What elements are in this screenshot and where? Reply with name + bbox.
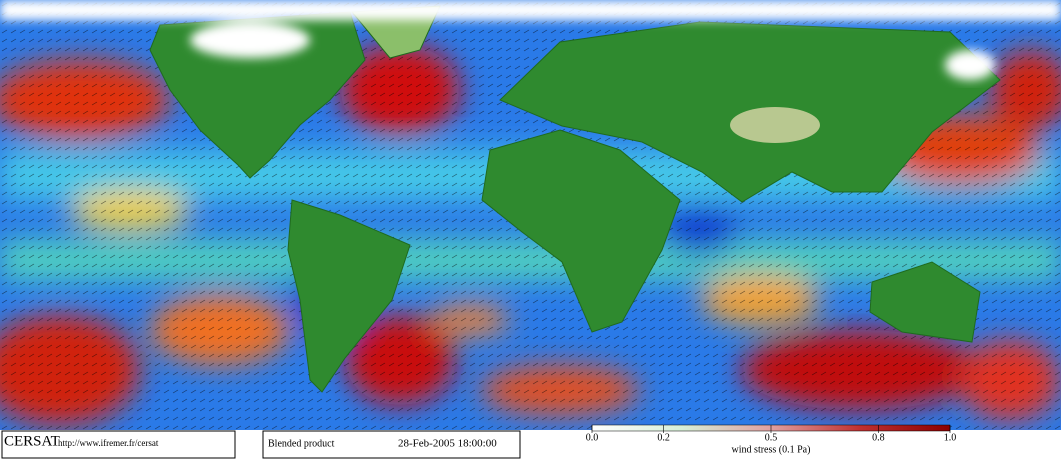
footer-bar [0,430,1061,462]
colorbar-tick-label: 0.5 [765,432,778,443]
logo-box [1,430,236,459]
colorbar-label: wind stress (0.1 Pa) [732,444,811,455]
product-box [262,430,521,459]
colorbar-tick-label: 0.0 [586,432,599,443]
sea-ice [0,0,1061,80]
url: http://www.ifremer.fr/cersat [58,438,159,448]
datetime: 28-Feb-2005 18:00:00 [398,438,497,450]
colorbar-tick-label: 0.2 [657,432,670,443]
land [149,5,1001,393]
colorbar-tick-label: 1.0 [944,432,957,443]
product: Blended product [268,438,335,449]
logo: CERSAT [4,433,60,449]
colorbar-tick-label: 0.8 [872,432,885,443]
